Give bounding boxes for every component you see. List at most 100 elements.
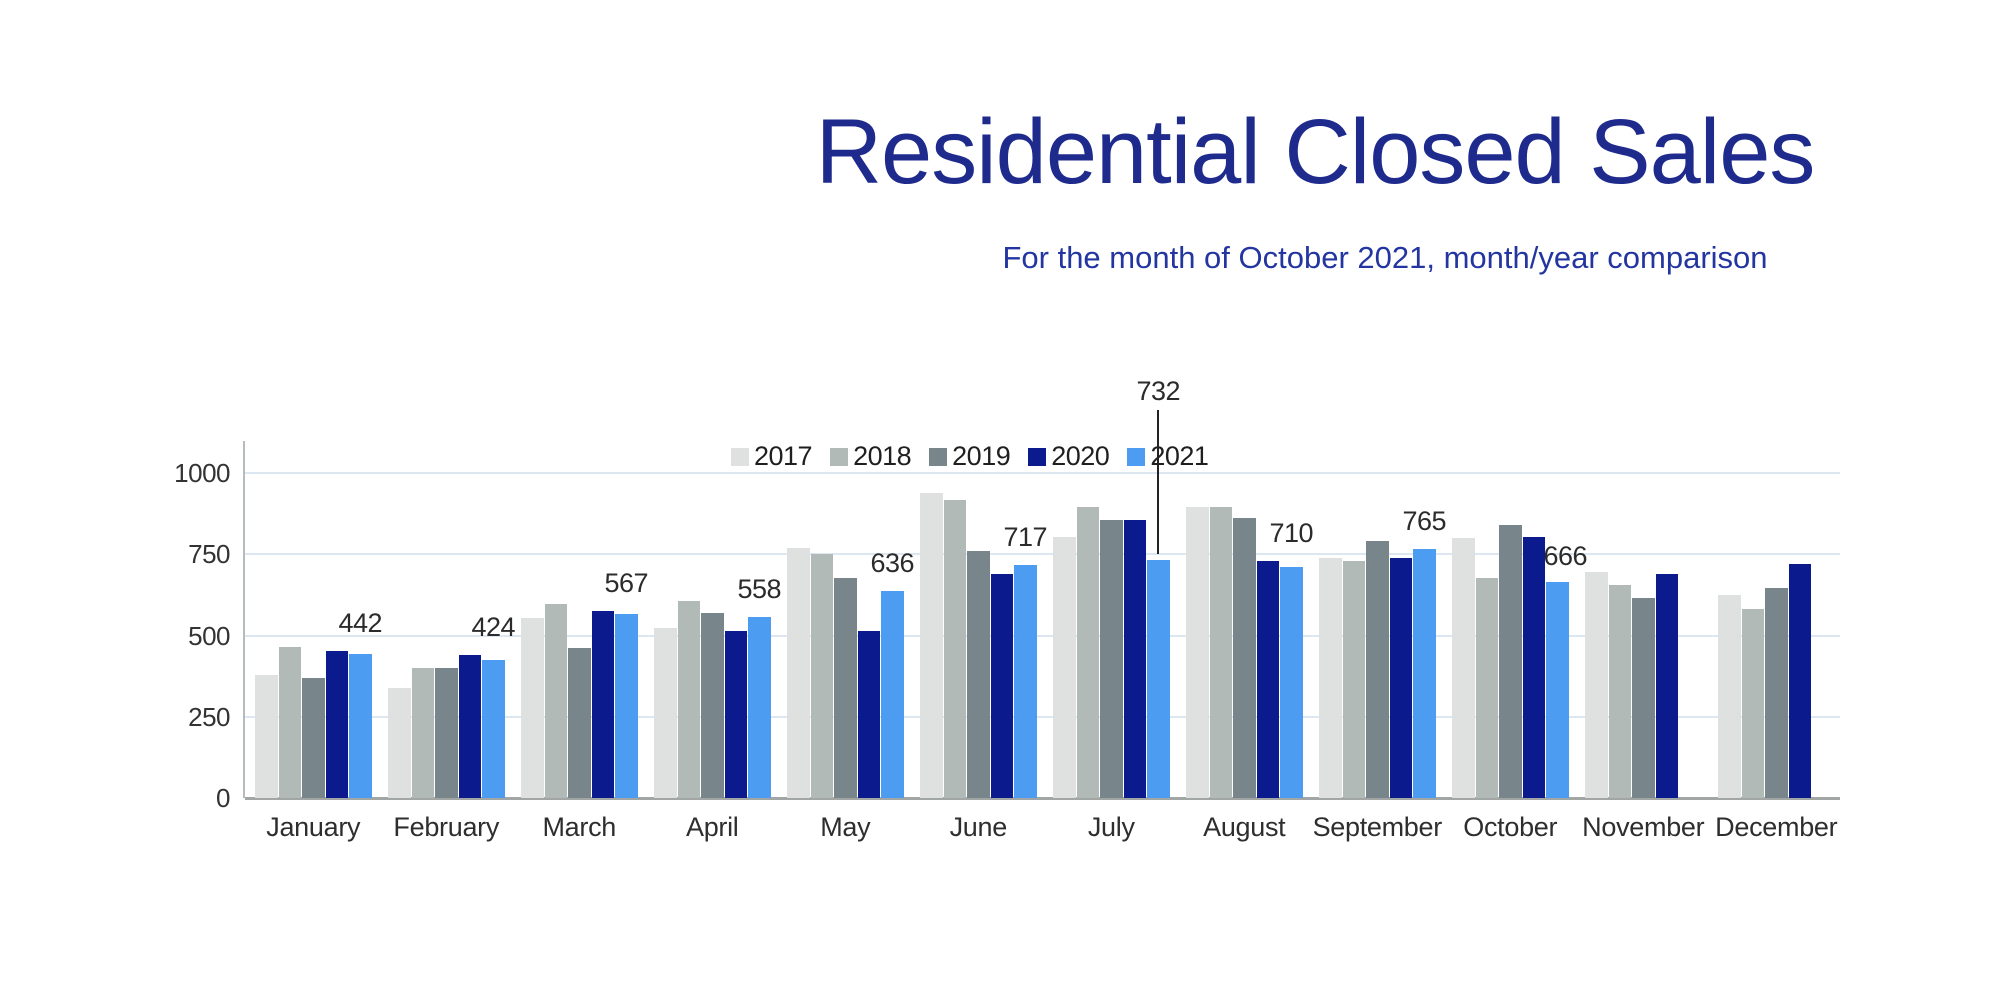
legend-item-2019: 2019 [929,441,1011,472]
y-tick-label-500: 500 [188,620,230,651]
bar-2021-may [881,591,904,798]
bar-2017-june [920,493,943,798]
bar-2019-august [1233,517,1256,798]
bar-2021-january [349,654,372,798]
bar-2021-february [482,660,505,798]
legend-swatch-2018 [830,447,849,466]
bar-2021-august [1280,567,1303,798]
legend-item-2020: 2020 [1028,441,1110,472]
bar-2018-january [278,646,301,798]
value-label-may: 636 [870,548,915,579]
y-tick-label-0: 0 [216,783,230,813]
value-label-leader-line [1157,410,1160,555]
y-tick-label-750: 750 [188,539,230,570]
gridline-500 [245,634,1840,637]
x-category-label-october: October [1463,812,1558,842]
bar-2019-july [1100,520,1123,798]
y-tick-label-1000: 1000 [174,458,230,488]
bar-2020-may [857,631,880,798]
bar-2021-june [1014,564,1037,798]
bar-2021-july [1147,560,1170,798]
bar-2018-july [1076,507,1099,798]
value-label-february: 424 [471,612,516,642]
x-category-label-april: April [685,812,739,842]
legend-item-2017: 2017 [731,441,813,472]
bar-2017-january [255,674,278,798]
bar-2019-february [435,668,458,798]
x-category-label-july: July [1087,812,1135,842]
value-label-july: 732 [1136,376,1181,407]
bar-2017-july [1053,537,1076,798]
bar-2017-november [1585,571,1608,798]
bar-2020-november [1655,574,1678,798]
value-label-june: 717 [1003,521,1048,552]
x-category-label-june: June [949,812,1008,842]
gridline-250 [245,715,1840,718]
bar-2020-june [990,574,1013,798]
value-label-march: 567 [604,567,649,598]
bar-2021-april [748,616,771,798]
x-category-label-november: November [1582,812,1705,842]
x-axis-line [245,797,1840,800]
bar-2018-september [1342,561,1365,798]
bar-2019-june [967,551,990,798]
y-tick-label-250: 250 [188,701,230,732]
legend-label-2017: 2017 [754,441,813,471]
legend-label-2018: 2018 [853,441,912,471]
bar-2019-october [1499,524,1522,798]
bar-2019-january [302,678,325,798]
x-category-label-august: August [1203,812,1286,842]
x-category-label-december: December [1715,812,1838,842]
bar-2018-may [810,554,833,798]
bar-2020-march [591,610,614,798]
x-category-label-february: February [393,812,500,842]
legend-swatch-2020 [1028,447,1047,466]
chart-title: Residential Closed Sales [815,101,1816,203]
value-label-april: 558 [737,573,782,604]
bar-2017-march [521,618,544,798]
bar-2018-november [1608,585,1631,798]
bar-2019-december [1765,588,1788,798]
legend-label-2021: 2021 [1150,441,1209,471]
chart-subtitle: For the month of October 2021, month/yea… [1002,240,1768,275]
legend-label-2019: 2019 [952,441,1011,471]
bar-2020-august [1256,561,1279,798]
y-axis-line [243,441,245,798]
bar-2019-may [834,577,857,798]
bar-2021-september [1413,549,1436,798]
bar-2019-march [568,648,591,798]
bar-2017-may [787,547,810,798]
value-label-january: 442 [338,608,383,639]
bar-2020-february [458,655,481,798]
bar-2020-december [1788,564,1811,798]
bar-2017-august [1186,506,1209,798]
bar-2019-april [701,613,724,798]
bar-2020-september [1389,557,1412,798]
bar-2021-october [1546,581,1569,798]
value-label-september: 765 [1402,506,1447,537]
legend-label-2020: 2020 [1051,441,1110,471]
bar-2017-february [388,688,411,798]
legend-swatch-2019 [929,447,948,466]
legend-swatch-2021 [1127,447,1146,466]
x-category-label-may: May [820,812,871,842]
bar-2018-april [677,601,700,798]
x-category-label-september: September [1312,812,1443,842]
bar-2021-march [615,613,638,798]
value-label-august: 710 [1269,518,1314,549]
bar-2018-august [1209,507,1232,798]
x-category-label-march: March [542,812,617,842]
bar-2017-october [1452,538,1475,798]
value-label-october: 666 [1543,540,1588,571]
legend-swatch-2017 [731,447,749,466]
legend-item-2018: 2018 [830,441,912,472]
x-category-label-january: January [266,812,361,842]
bar-2020-july [1123,519,1146,798]
legend-item-2021: 2021 [1127,441,1209,472]
bar-2017-september [1319,558,1342,798]
legend: 2017 2018 2019 2020 2021 [731,441,1209,472]
bar-2018-december [1741,608,1764,798]
bar-2017-december [1718,594,1741,798]
